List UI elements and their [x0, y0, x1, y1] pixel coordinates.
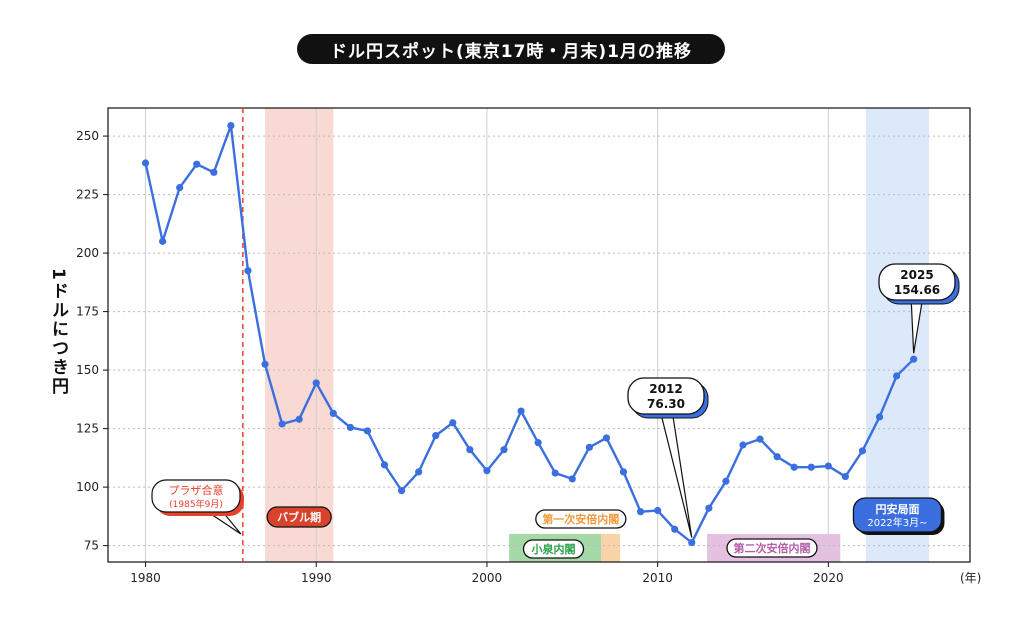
- data-point: [858, 447, 867, 455]
- data-point: [671, 525, 679, 533]
- plaza-callout-sublabel: (1985年9月): [169, 498, 223, 510]
- data-point: [449, 419, 457, 427]
- data-point: [295, 415, 303, 423]
- bubble-label-box: [266, 506, 332, 528]
- callout-2012-year: 2012: [649, 382, 682, 396]
- y-axis-label: 1ドルにつき円: [48, 268, 69, 396]
- koizumi-label-box: [522, 539, 585, 559]
- chart-title: ドル円スポット(東京17時・月末)1月の推移: [297, 34, 725, 64]
- data-point: [141, 159, 150, 167]
- data-point: [534, 439, 542, 447]
- y-tick-label: 250: [76, 129, 99, 143]
- data-point: [568, 475, 576, 483]
- abe1-label-box: [535, 509, 627, 529]
- data-point: [790, 463, 798, 471]
- y-tick-label: 200: [76, 246, 99, 260]
- y-tick-label: 125: [76, 422, 99, 436]
- series-line: [144, 124, 915, 544]
- y-tick-label: 225: [76, 188, 99, 202]
- data-point: [432, 432, 440, 440]
- data-point: [585, 443, 593, 451]
- data-point: [210, 168, 218, 176]
- data-point: [551, 469, 559, 477]
- y-tick-label: 175: [76, 305, 99, 319]
- x-tick-label: 2000: [472, 571, 503, 585]
- data-point: [261, 360, 269, 368]
- weak-yen-label: 円安局面: [875, 502, 919, 516]
- abe1-period-band: [601, 533, 621, 562]
- data-point: [500, 446, 508, 454]
- plot-frame: [107, 107, 971, 563]
- weak-yen-sublabel: 2022年3月~: [867, 516, 927, 529]
- bubble-period-band: [265, 108, 334, 562]
- callout-2025-value: 154.66: [894, 283, 940, 297]
- data-point: [159, 237, 167, 245]
- data-point: [397, 487, 406, 495]
- data-point: [824, 462, 832, 470]
- data-point: [619, 468, 628, 476]
- data-point: [244, 267, 252, 275]
- callout-2025-year: 2025: [900, 268, 933, 282]
- x-tick-label: 2010: [642, 571, 673, 585]
- x-tick-label: 1980: [130, 571, 161, 585]
- data-point: [483, 467, 491, 475]
- data-point: [380, 461, 389, 469]
- plaza-callout-label: プラザ合意: [169, 483, 224, 497]
- data-point: [654, 506, 662, 515]
- weak-yen-label-box: [852, 497, 943, 533]
- weak-yen-period-band: [865, 108, 930, 562]
- data-point: [705, 504, 713, 512]
- data-point: [415, 468, 423, 476]
- data-point: [227, 121, 235, 130]
- data-point: [329, 409, 337, 417]
- y-tick-label: 150: [76, 363, 99, 377]
- callout-2012-value: 76.30: [647, 397, 685, 411]
- data-point: [739, 441, 747, 449]
- plaza-callout-box: [151, 479, 241, 513]
- x-tick-label: 1990: [301, 571, 332, 585]
- data-point: [773, 453, 781, 461]
- data-point: [841, 472, 849, 481]
- bubble-label: バブル期: [277, 510, 321, 524]
- abe2-label-box: [726, 538, 818, 558]
- data-point: [363, 427, 372, 435]
- data-point: [807, 463, 815, 471]
- data-point: [636, 508, 645, 516]
- data-point: [312, 379, 320, 387]
- koizumi-label: 小泉内閣: [531, 542, 576, 556]
- abe2-label: 第二次安倍内閣: [733, 541, 810, 555]
- callout-2012-box: [627, 377, 705, 415]
- data-point: [466, 446, 474, 454]
- data-point: [517, 407, 525, 415]
- data-point: [893, 372, 901, 380]
- data-point: [875, 413, 884, 421]
- data-point: [346, 423, 354, 432]
- data-point: [278, 420, 286, 428]
- data-point: [688, 538, 696, 547]
- abe1-label: 第一次安倍内閣: [542, 512, 619, 526]
- data-point: [193, 160, 201, 168]
- x-axis-unit: (年): [960, 571, 981, 585]
- x-tick-label: 2020: [813, 571, 844, 585]
- data-point: [756, 435, 764, 443]
- data-point: [910, 355, 918, 363]
- y-tick-label: 100: [76, 480, 99, 494]
- data-point: [176, 183, 184, 192]
- data-point: [602, 434, 611, 442]
- data-point: [722, 477, 730, 485]
- callout-2025-box: [878, 263, 956, 301]
- y-tick-label: 75: [84, 539, 99, 553]
